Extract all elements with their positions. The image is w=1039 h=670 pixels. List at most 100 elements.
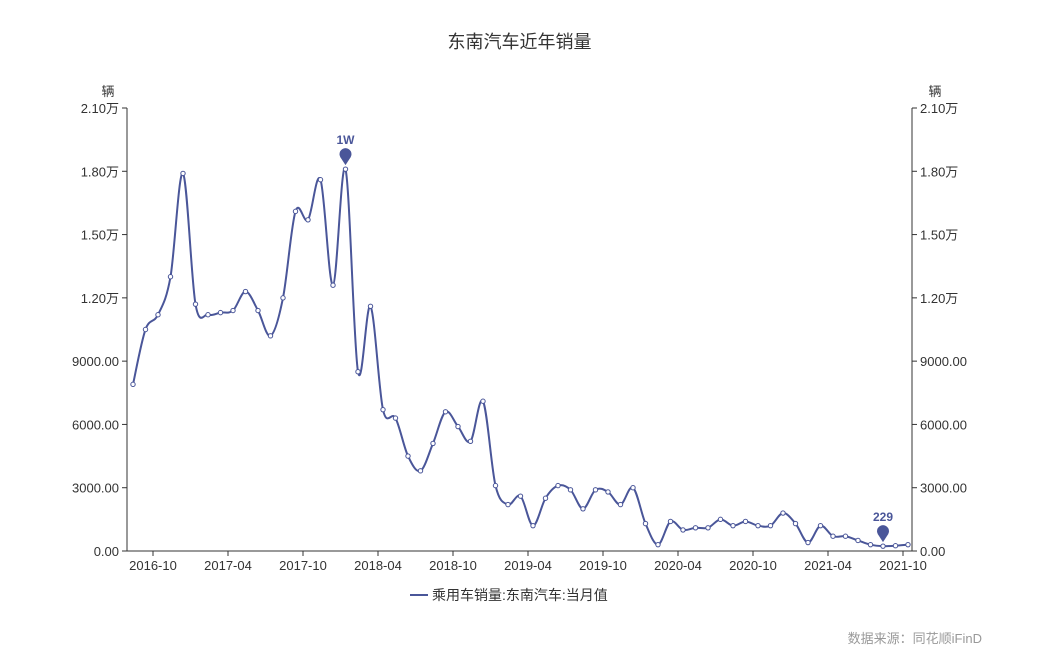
data-point[interactable] bbox=[867, 541, 874, 548]
x-tick-label: 2019-10 bbox=[579, 558, 627, 573]
data-point[interactable] bbox=[892, 543, 899, 549]
x-tick-label: 2019-04 bbox=[504, 558, 552, 573]
data-point[interactable] bbox=[380, 406, 386, 413]
data-point[interactable] bbox=[405, 453, 411, 459]
series-line bbox=[132, 167, 909, 548]
data-point[interactable] bbox=[780, 510, 786, 516]
x-tick-label: 2021-10 bbox=[879, 558, 927, 573]
data-point[interactable] bbox=[280, 295, 286, 301]
data-point[interactable] bbox=[542, 495, 549, 501]
left-y-tick-label: 1.50万 bbox=[81, 228, 119, 243]
left-y-tick-label: 1.80万 bbox=[81, 164, 119, 179]
data-point[interactable] bbox=[130, 381, 136, 388]
chart-title: 东南汽车近年销量 bbox=[448, 32, 592, 52]
x-tick-label: 2018-10 bbox=[429, 558, 477, 573]
x-tick-label: 2017-10 bbox=[279, 558, 327, 573]
data-point[interactable] bbox=[367, 303, 374, 309]
left-y-tick-label: 9000.00 bbox=[72, 354, 119, 369]
data-point[interactable] bbox=[667, 518, 674, 525]
data-point[interactable] bbox=[642, 520, 649, 527]
data-point[interactable] bbox=[342, 166, 349, 172]
left-y-tick-label: 0.00 bbox=[94, 544, 119, 559]
data-point[interactable] bbox=[830, 533, 836, 539]
data-point[interactable] bbox=[630, 485, 636, 491]
data-point[interactable] bbox=[855, 537, 861, 544]
data-point[interactable] bbox=[480, 398, 486, 404]
data-point[interactable] bbox=[605, 489, 611, 495]
left-y-tick-label: 6000.00 bbox=[72, 417, 119, 432]
data-source: 数据来源：同花顺iFinD bbox=[848, 631, 982, 646]
right-y-tick-label: 6000.00 bbox=[920, 417, 967, 432]
left-y-unit: 辆 bbox=[101, 84, 114, 99]
data-point[interactable] bbox=[530, 522, 536, 529]
data-point[interactable] bbox=[455, 423, 461, 430]
data-point[interactable] bbox=[817, 522, 824, 529]
data-point[interactable] bbox=[355, 368, 361, 375]
data-point[interactable] bbox=[842, 533, 849, 539]
data-point[interactable] bbox=[767, 522, 774, 529]
data-point[interactable] bbox=[467, 438, 474, 445]
data-point[interactable] bbox=[905, 541, 911, 548]
right-y-tick-label: 1.50万 bbox=[920, 228, 958, 243]
data-point[interactable] bbox=[755, 522, 761, 529]
data-point[interactable] bbox=[167, 274, 174, 280]
data-point[interactable] bbox=[155, 312, 161, 318]
data-point[interactable] bbox=[692, 525, 699, 531]
right-y-tick-label: 2.10万 bbox=[920, 101, 958, 116]
data-point[interactable] bbox=[880, 543, 886, 549]
data-point[interactable] bbox=[417, 468, 424, 474]
data-point[interactable] bbox=[717, 516, 724, 523]
x-tick-label: 2018-04 bbox=[354, 558, 402, 573]
data-point[interactable] bbox=[592, 487, 599, 493]
axes: 0.00 0.00 3000.00 3000.00 6000.00 6000.00 9000… bbox=[72, 101, 967, 573]
data-point[interactable] bbox=[192, 301, 199, 307]
right-y-tick-label: 0.00 bbox=[920, 544, 945, 559]
data-point[interactable] bbox=[242, 288, 249, 295]
data-point[interactable] bbox=[442, 409, 449, 415]
marker-layer: 1W 229 bbox=[336, 133, 894, 543]
legend-label: 乘用车销量:东南汽车:当月值 bbox=[432, 587, 608, 603]
x-tick-label: 2020-10 bbox=[729, 558, 777, 573]
x-tick-label: 2017-04 bbox=[204, 558, 252, 573]
left-y-tick-label: 1.20万 bbox=[81, 291, 119, 306]
data-point[interactable] bbox=[180, 170, 186, 177]
data-point[interactable] bbox=[392, 415, 399, 421]
data-point[interactable] bbox=[505, 501, 511, 508]
x-tick-label: 2020-04 bbox=[654, 558, 702, 573]
data-point[interactable] bbox=[730, 522, 736, 529]
right-y-unit: 辆 bbox=[928, 84, 941, 99]
data-point[interactable] bbox=[430, 440, 436, 447]
data-point[interactable] bbox=[230, 307, 236, 314]
marker-pin[interactable] bbox=[877, 525, 889, 543]
data-point[interactable] bbox=[792, 520, 799, 527]
marker-label: 1W bbox=[337, 133, 356, 147]
data-point[interactable] bbox=[680, 527, 686, 533]
legend[interactable]: 乘用车销量:东南汽车:当月值 bbox=[410, 587, 608, 603]
data-point[interactable] bbox=[705, 525, 711, 531]
data-point[interactable] bbox=[330, 282, 336, 288]
data-point[interactable] bbox=[655, 541, 661, 548]
data-point[interactable] bbox=[317, 177, 324, 183]
data-point[interactable] bbox=[267, 333, 274, 339]
data-point[interactable] bbox=[742, 518, 749, 525]
left-y-tick-label: 2.10万 bbox=[81, 101, 119, 116]
data-point[interactable] bbox=[517, 493, 524, 499]
data-point[interactable] bbox=[580, 506, 586, 512]
data-point[interactable] bbox=[292, 208, 299, 215]
data-point[interactable] bbox=[305, 217, 311, 223]
data-point[interactable] bbox=[805, 539, 811, 546]
marker-label: 229 bbox=[873, 510, 893, 524]
data-point[interactable] bbox=[617, 501, 624, 508]
right-y-tick-label: 1.80万 bbox=[920, 164, 958, 179]
left-y-tick-label: 3000.00 bbox=[72, 481, 119, 496]
data-point[interactable] bbox=[205, 312, 211, 318]
data-point[interactable] bbox=[142, 326, 149, 333]
data-point[interactable] bbox=[567, 487, 574, 493]
data-point[interactable] bbox=[255, 307, 261, 314]
data-point[interactable] bbox=[555, 482, 561, 489]
marker-pin[interactable] bbox=[339, 148, 352, 166]
data-point[interactable] bbox=[492, 482, 499, 489]
right-y-tick-label: 9000.00 bbox=[920, 354, 967, 369]
data-point[interactable] bbox=[217, 309, 224, 316]
